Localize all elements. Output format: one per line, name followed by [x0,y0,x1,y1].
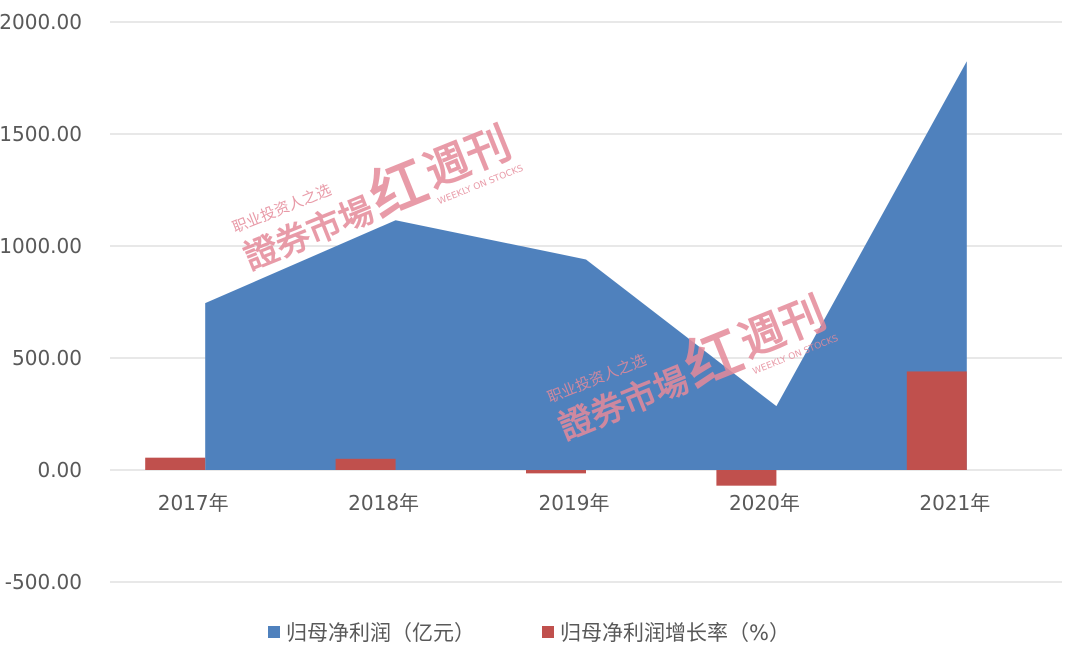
legend-swatch [542,626,554,638]
bar [526,470,586,474]
bar [716,470,777,486]
legend-swatch [268,626,280,638]
legend-label: 归母净利润增长率（%） [560,621,790,645]
y-tick-label: 1000.00 [0,234,82,258]
x-tick-label: 2019年 [539,491,610,515]
y-tick-label: 1500.00 [0,122,82,146]
bar-series [145,371,967,486]
x-axis-ticks: 2017年 2018年 2019年 2020年 2021年 [158,491,991,515]
x-tick-label: 2018年 [348,491,419,515]
y-tick-label: -500.00 [5,570,82,594]
bar [145,457,206,470]
y-tick-label: 2000.00 [0,10,82,34]
area-series [205,61,967,470]
bar [906,371,967,470]
y-tick-label: 500.00 [12,346,82,370]
y-tick-label: 0.00 [37,458,82,482]
bar [335,458,396,470]
legend: 归母净利润（亿元） 归母净利润增长率（%） [268,621,790,645]
y-axis-ticks: 2000.00 1500.00 1000.00 500.00 0.00 -500.00 [0,10,82,594]
legend-label: 归母净利润（亿元） [286,621,475,645]
x-tick-label: 2017年 [158,491,229,515]
x-tick-label: 2021年 [919,491,990,515]
x-tick-label: 2020年 [729,491,800,515]
area-series-fill [205,61,967,470]
